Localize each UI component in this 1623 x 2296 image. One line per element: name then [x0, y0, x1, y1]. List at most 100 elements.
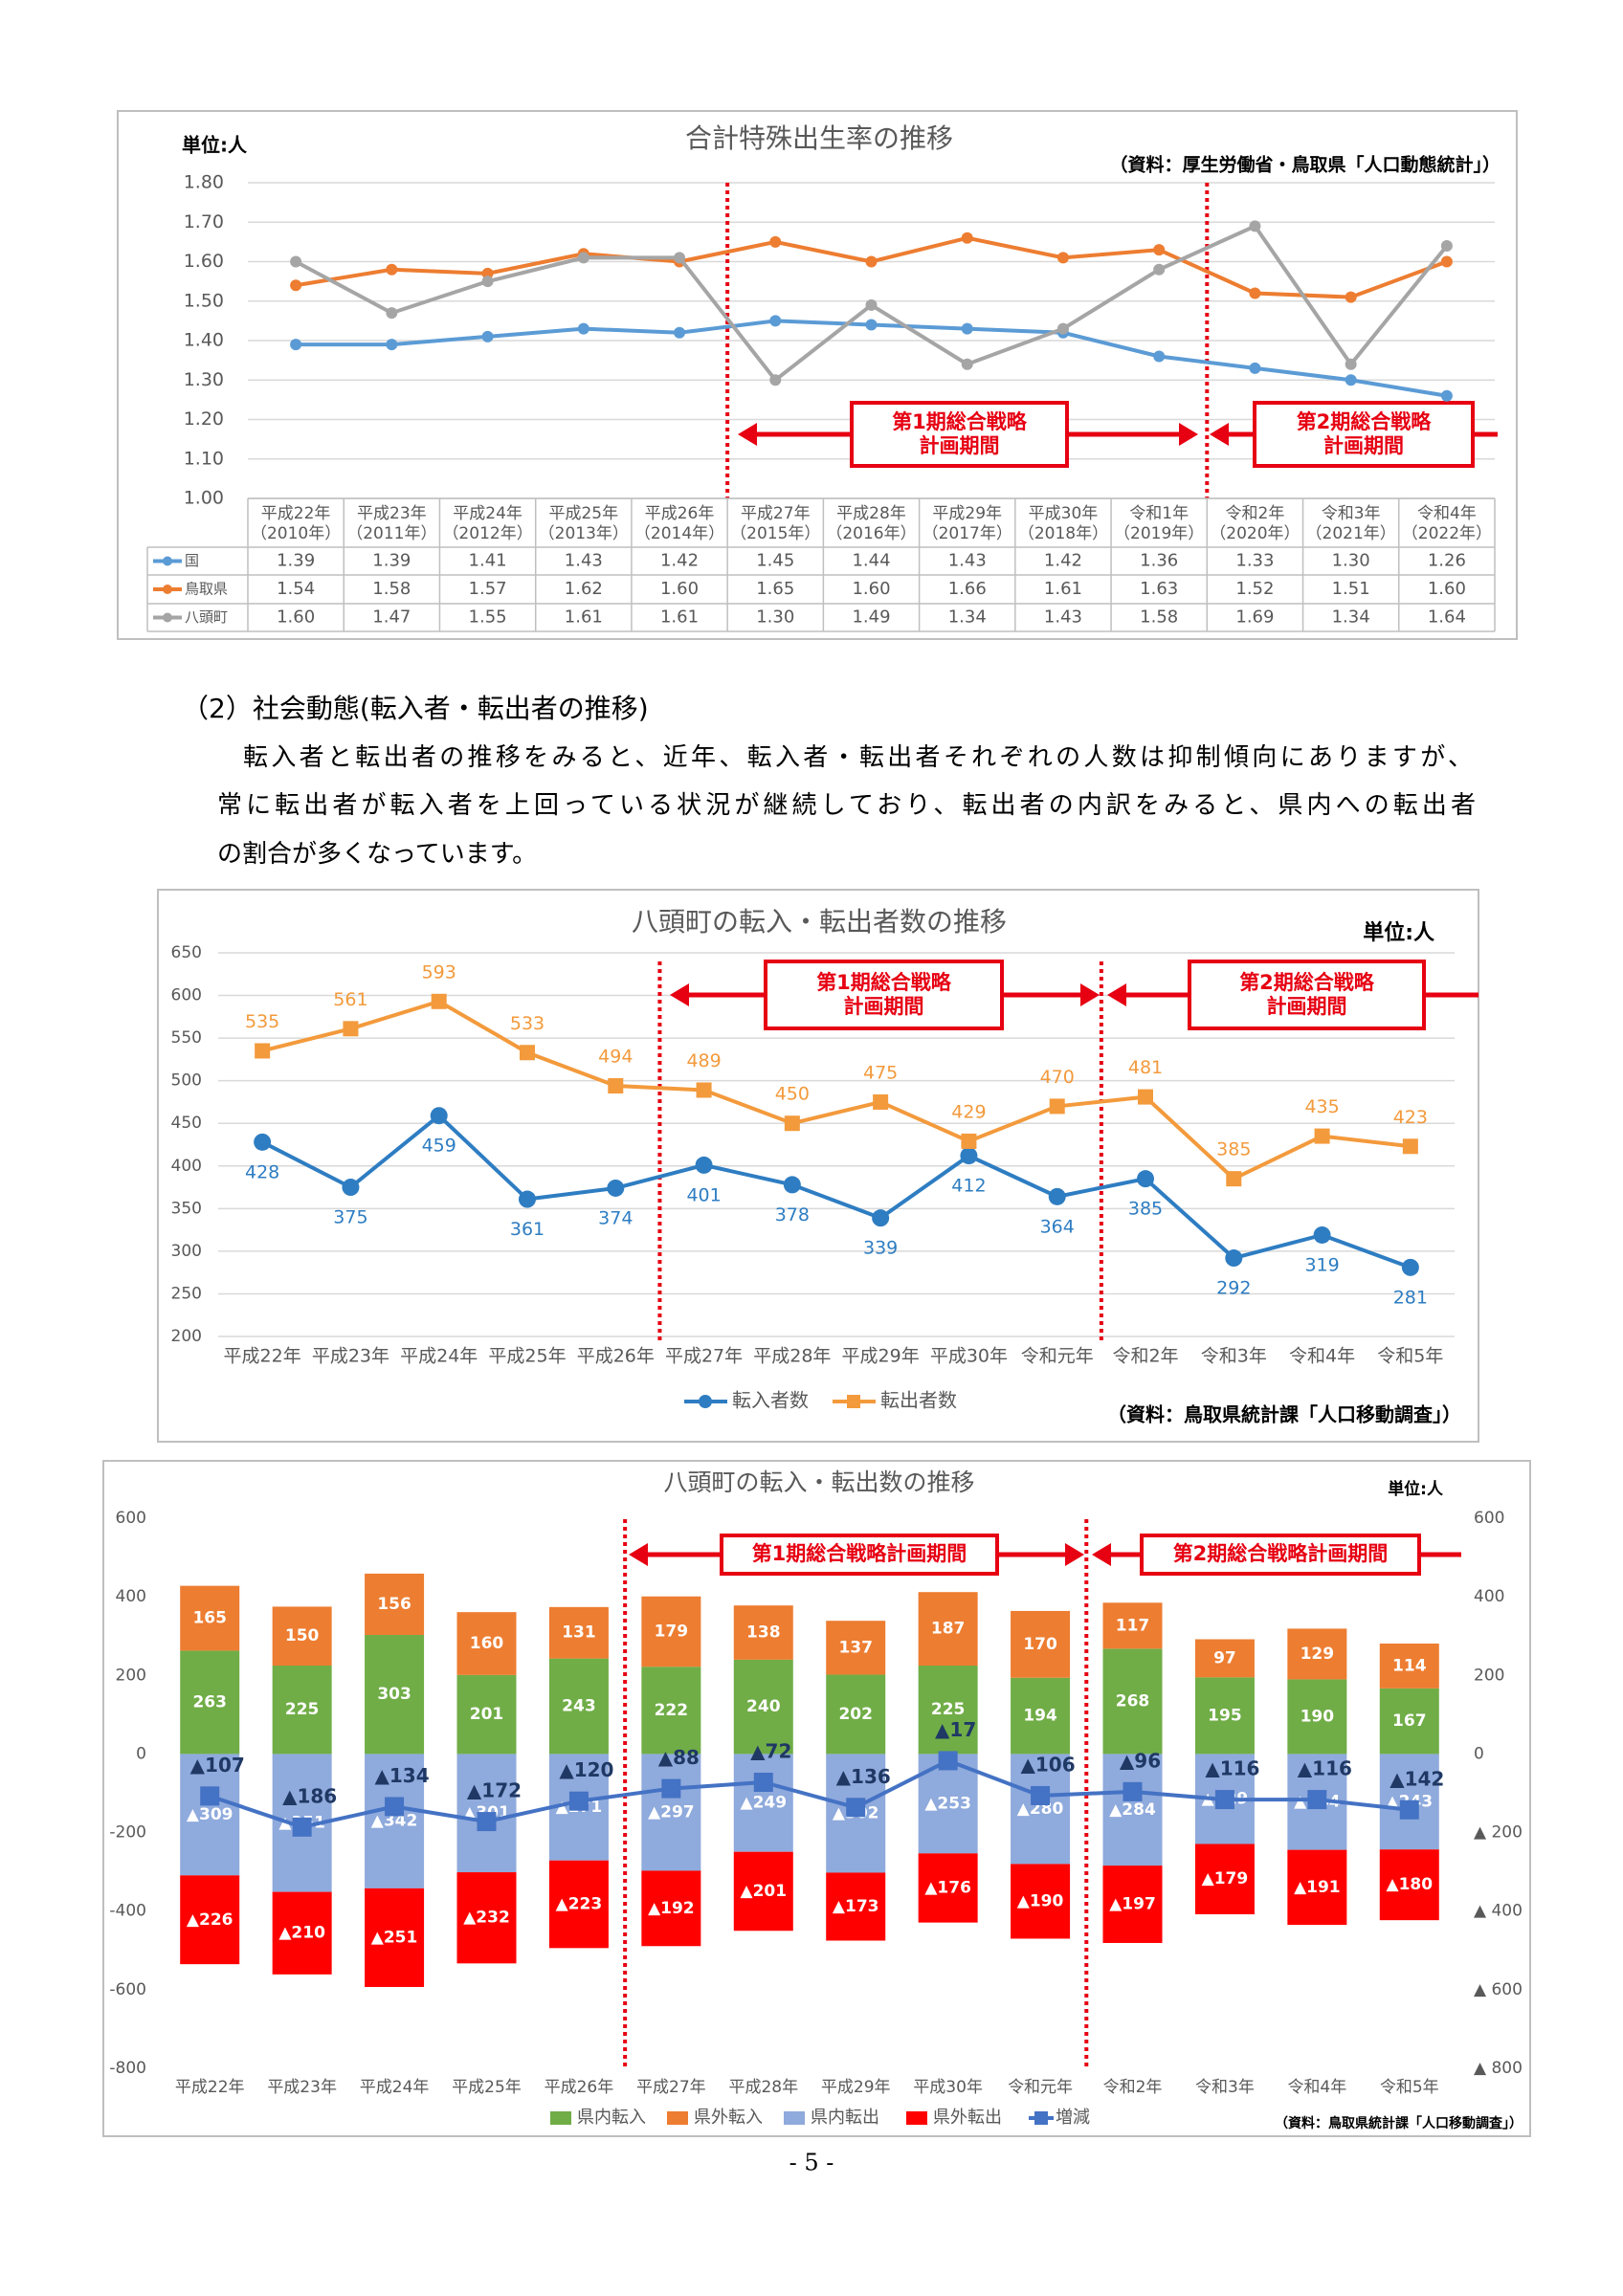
bar-segment — [1102, 1602, 1163, 1649]
bar-segment — [1102, 1754, 1163, 1866]
data-label: 364 — [1040, 1216, 1075, 1237]
bar-segment — [548, 1606, 609, 1659]
data-label: ▲88 — [658, 1746, 700, 1769]
series-marker — [961, 358, 973, 370]
table-header: 平成28年 — [836, 504, 906, 523]
legend-swatch — [550, 2111, 571, 2125]
bar-segment — [918, 1853, 978, 1923]
x-tick-label: 平成24年 — [360, 2078, 430, 2097]
series-marker — [290, 339, 302, 351]
data-label: ▲226 — [187, 1910, 233, 1930]
bar-segment — [641, 1754, 701, 1871]
table-header: 平成27年 — [741, 504, 811, 523]
series-marker — [1249, 220, 1261, 232]
table-value: 1.30 — [1332, 551, 1370, 571]
y-tick-label: 1.80 — [184, 172, 224, 193]
bar-segment — [641, 1870, 701, 1947]
y2-tick-label: 400 — [1474, 1587, 1504, 1606]
bar-segment — [1011, 1677, 1071, 1755]
series-line — [261, 1113, 1412, 1269]
table-value: 1.51 — [1332, 579, 1370, 599]
series-marker — [960, 1147, 978, 1165]
period-arrowhead — [1092, 1543, 1111, 1566]
series-marker — [290, 279, 302, 292]
table-header: 平成25年 — [548, 504, 618, 523]
table-value: 1.58 — [372, 579, 411, 599]
period-box — [850, 401, 1069, 468]
legend-label: 増減 — [1056, 2108, 1090, 2128]
y-tick-label: 400 — [116, 1587, 146, 1606]
table-header: （2022年） — [1402, 524, 1492, 543]
series-marker — [481, 267, 494, 279]
series-marker — [1225, 1249, 1243, 1268]
series-marker — [961, 322, 973, 335]
period-label: 第2期総合戦略 — [1297, 410, 1433, 433]
series-marker — [865, 298, 878, 311]
data-label: ▲106 — [1021, 1753, 1076, 1776]
series-marker — [961, 1133, 977, 1149]
y-tick-label: 1.10 — [184, 448, 224, 469]
data-label: 170 — [1023, 1635, 1057, 1654]
source-note: （資料：鳥取県統計課「人口移動調査」） — [1275, 2115, 1523, 2131]
table-value: 1.49 — [852, 607, 890, 628]
series-marker — [1123, 1781, 1143, 1801]
series-marker — [386, 339, 398, 351]
data-label: 195 — [1208, 1706, 1242, 1725]
data-label: ▲120 — [559, 1758, 613, 1781]
y-tick-label: 1.70 — [184, 211, 224, 232]
legend-label: 転出者数 — [880, 1389, 957, 1412]
table-value: 1.66 — [948, 579, 987, 599]
data-label: 129 — [1301, 1645, 1335, 1664]
y-tick-label: 1.30 — [184, 369, 224, 390]
series-marker — [1307, 1790, 1327, 1810]
x-tick-label: 平成27年 — [636, 2078, 706, 2097]
x-tick-label: 平成29年 — [842, 1346, 920, 1367]
data-label: ▲197 — [1109, 1895, 1156, 1914]
y-tick-label: 200 — [171, 1327, 202, 1346]
data-label: 561 — [333, 989, 367, 1010]
data-label: 374 — [598, 1207, 633, 1228]
data-label: 167 — [1392, 1711, 1427, 1731]
series-marker — [1401, 1258, 1419, 1276]
y-tick-label: 500 — [171, 1071, 202, 1091]
period-arrowhead — [1080, 983, 1100, 1006]
bar-segment — [365, 1888, 425, 1987]
data-label: 240 — [746, 1697, 781, 1716]
x-tick-label: 令和5年 — [1380, 2078, 1439, 2097]
data-label: 481 — [1128, 1057, 1163, 1078]
series-marker — [290, 255, 302, 268]
data-label: 378 — [775, 1204, 810, 1225]
table-header: （2018年） — [1018, 524, 1108, 543]
bar-segment — [272, 1891, 332, 1975]
table-header: （2015年） — [730, 524, 820, 543]
data-label: 361 — [510, 1219, 545, 1240]
legend-label: 県内転出 — [811, 2108, 879, 2128]
bar-segment — [1379, 1849, 1439, 1921]
series-marker — [481, 276, 494, 288]
series-marker — [1153, 263, 1166, 276]
y2-tick-label: ▲ 200 — [1474, 1823, 1523, 1843]
series-marker — [769, 374, 782, 386]
data-label: 138 — [746, 1623, 781, 1643]
table-header: 平成22年 — [261, 504, 331, 523]
y-tick-label: 600 — [116, 1509, 146, 1528]
x-tick-label: 平成26年 — [545, 2078, 614, 2097]
table-value: 1.39 — [372, 551, 411, 571]
y-tick-label: 1.40 — [184, 330, 224, 351]
series-marker — [481, 330, 494, 342]
table-value: 1.55 — [469, 607, 507, 628]
legend-label: 八頭町 — [185, 608, 228, 626]
data-label: ▲107 — [190, 1754, 245, 1777]
table-value: 1.60 — [852, 579, 890, 599]
bar-segment — [918, 1592, 978, 1667]
table-value: 1.52 — [1235, 579, 1274, 599]
data-label: 375 — [333, 1207, 367, 1228]
data-label: 281 — [1393, 1287, 1428, 1308]
data-label: 268 — [1116, 1691, 1150, 1711]
legend-label: 鳥取県 — [185, 581, 228, 598]
period-label: 第1期総合戦略 — [892, 410, 1028, 433]
legend-label: 国 — [185, 552, 199, 569]
data-label: 429 — [951, 1101, 986, 1122]
data-label: ▲142 — [1390, 1767, 1444, 1790]
